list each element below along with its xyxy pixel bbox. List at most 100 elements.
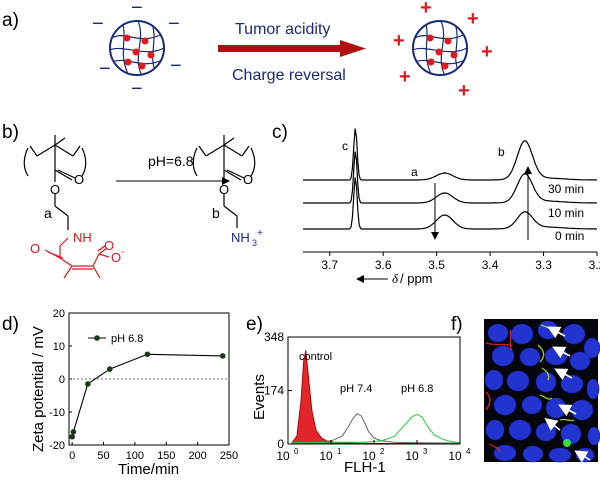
legend-ph68: pH 6.8 <box>111 333 143 345</box>
time-label-30min: 30 min <box>548 182 584 196</box>
side-chain-b-label: b <box>212 205 220 221</box>
time-label-0min: 0 min <box>555 229 584 243</box>
svg-text:+: + <box>393 30 405 52</box>
zeta-x-tick-label: 200 <box>188 450 206 462</box>
svg-text:−: − <box>131 0 143 19</box>
zeta-point <box>85 381 91 387</box>
ester-oxygen-label: O <box>219 182 229 197</box>
nmr-tick-label: 3.5 <box>428 258 445 272</box>
nmr-spectrum-30min <box>303 128 597 181</box>
flow-ticks <box>287 336 461 445</box>
flow-x-tick-label: 10 <box>405 449 419 463</box>
nmr-tick-label: 3.4 <box>482 258 499 272</box>
svg-text:+: + <box>467 8 479 30</box>
carboxylate-oxygen-label: O <box>111 250 121 265</box>
amine-subscript: 3 <box>252 238 257 248</box>
white-arrow-icon <box>574 450 591 463</box>
flow-x-tick-exponent: 0 <box>294 447 299 456</box>
svg-text:+: + <box>481 41 493 63</box>
svg-text:+: + <box>420 0 432 19</box>
time-label-10min: 10 min <box>548 206 584 220</box>
flow-x-tick-label: 10 <box>362 449 376 463</box>
panel-a: a) − − − − − − <box>2 0 493 102</box>
negative-charge-markers: − − − − − − <box>92 0 182 100</box>
zeta-x-axis-title: Time/min <box>118 461 179 478</box>
svg-text:−: − <box>131 78 143 100</box>
nmr-spectrum-10min <box>303 151 597 204</box>
tumor-acidity-text: Tumor acidity <box>235 21 330 38</box>
zeta-series <box>69 351 226 440</box>
svg-text:δ: δ <box>392 271 399 286</box>
flow-x-axis-title: FLH-1 <box>344 459 386 476</box>
nmr-x-axis-label: δ / ppm <box>356 271 433 286</box>
positive-charge-markers: + + + + + + <box>393 0 493 102</box>
peak-label-a: a <box>411 165 418 179</box>
peak-label-c: c <box>342 139 348 153</box>
zeta-point <box>144 351 151 358</box>
svg-text:/ ppm: / ppm <box>400 271 433 286</box>
zeta-x-tick-label: 0 <box>69 450 75 462</box>
peak-label-b: b <box>498 145 505 159</box>
panel-d: d) 0 50 100 150 200 250 -20 -10 0 10 20 pH 6.8 Tim… <box>2 308 238 478</box>
flow-y-tick-label: 0 <box>277 437 284 451</box>
amine-charge: + <box>257 228 263 239</box>
nanoparticle-positive-icon <box>412 20 468 76</box>
structure-after <box>192 135 256 228</box>
zeta-y-tick-label: -10 <box>49 407 65 419</box>
flow-x-tick-exponent: 4 <box>466 447 471 456</box>
zeta-point <box>219 353 226 359</box>
panel-a-label: a) <box>2 10 19 31</box>
carbonyl-oxygen-label: O <box>243 172 253 187</box>
panel-e-label: e) <box>246 314 263 335</box>
amide-group <box>44 237 110 279</box>
flow-x-tick-label: 10 <box>448 449 462 463</box>
nmr-ticks <box>329 252 598 256</box>
zeta-x-tick-label: 250 <box>220 450 238 462</box>
nmr-tick-label: 3.2 <box>589 258 600 272</box>
white-arrow-icon <box>544 418 561 431</box>
flow-x-tick-exponent: 3 <box>423 447 428 456</box>
panel-b-label: b) <box>2 122 19 143</box>
zeta-tick-labels: 0 50 100 150 200 250 -20 -10 0 10 20 <box>49 308 238 462</box>
amine-label: NH <box>231 230 250 245</box>
zeta-y-tick-label: 10 <box>53 341 65 353</box>
svg-text:+: + <box>458 80 470 102</box>
flow-y-axis-title: Events <box>251 374 268 420</box>
zeta-y-tick-label: -20 <box>49 440 65 452</box>
zeta-x-tick-label: 150 <box>157 450 175 462</box>
flow-x-tick-label: 10 <box>319 449 333 463</box>
amide-oxygen-label: O <box>30 241 40 256</box>
flow-y-tick-label: 174 <box>264 384 284 398</box>
label-ph68: pH 6.8 <box>401 383 433 395</box>
nmr-tick-label: 3.3 <box>535 258 552 272</box>
zeta-y-tick-label: 0 <box>59 374 65 386</box>
nmr-tick-label: 3.7 <box>321 258 338 272</box>
zeta-x-tick-label: 100 <box>126 450 144 462</box>
carboxylate-charge-label: - <box>121 247 124 258</box>
panel-c-label: c) <box>272 122 288 143</box>
flow-x-tick-exponent: 1 <box>337 447 342 456</box>
white-arrow-icon <box>547 326 566 339</box>
white-arrow-icon <box>552 346 571 359</box>
carbonyl-oxygen-label: O <box>74 172 84 187</box>
svg-text:−: − <box>168 13 180 35</box>
histogram-ph74 <box>291 413 461 444</box>
label-ph74: pH 7.4 <box>340 383 372 395</box>
white-arrow-icon <box>558 404 577 417</box>
carboxyl-oxygen-label: O <box>104 238 114 253</box>
svg-text:−: − <box>92 13 104 35</box>
flow-y-tick-label: 348 <box>264 330 284 344</box>
svg-text:−: − <box>170 55 182 77</box>
structure-before <box>23 135 87 230</box>
zeta-x-tick-label: 50 <box>97 450 109 462</box>
nanoparticle-negative-icon <box>109 20 165 76</box>
panel-b: b) O O a <box>2 122 263 279</box>
histogram-control <box>291 350 460 444</box>
nmr-spectra <box>303 128 597 230</box>
zeta-y-axis-title: Zeta potential / mV <box>30 326 47 452</box>
zeta-point <box>69 433 75 440</box>
nmr-tick-label: 3.6 <box>375 258 392 272</box>
